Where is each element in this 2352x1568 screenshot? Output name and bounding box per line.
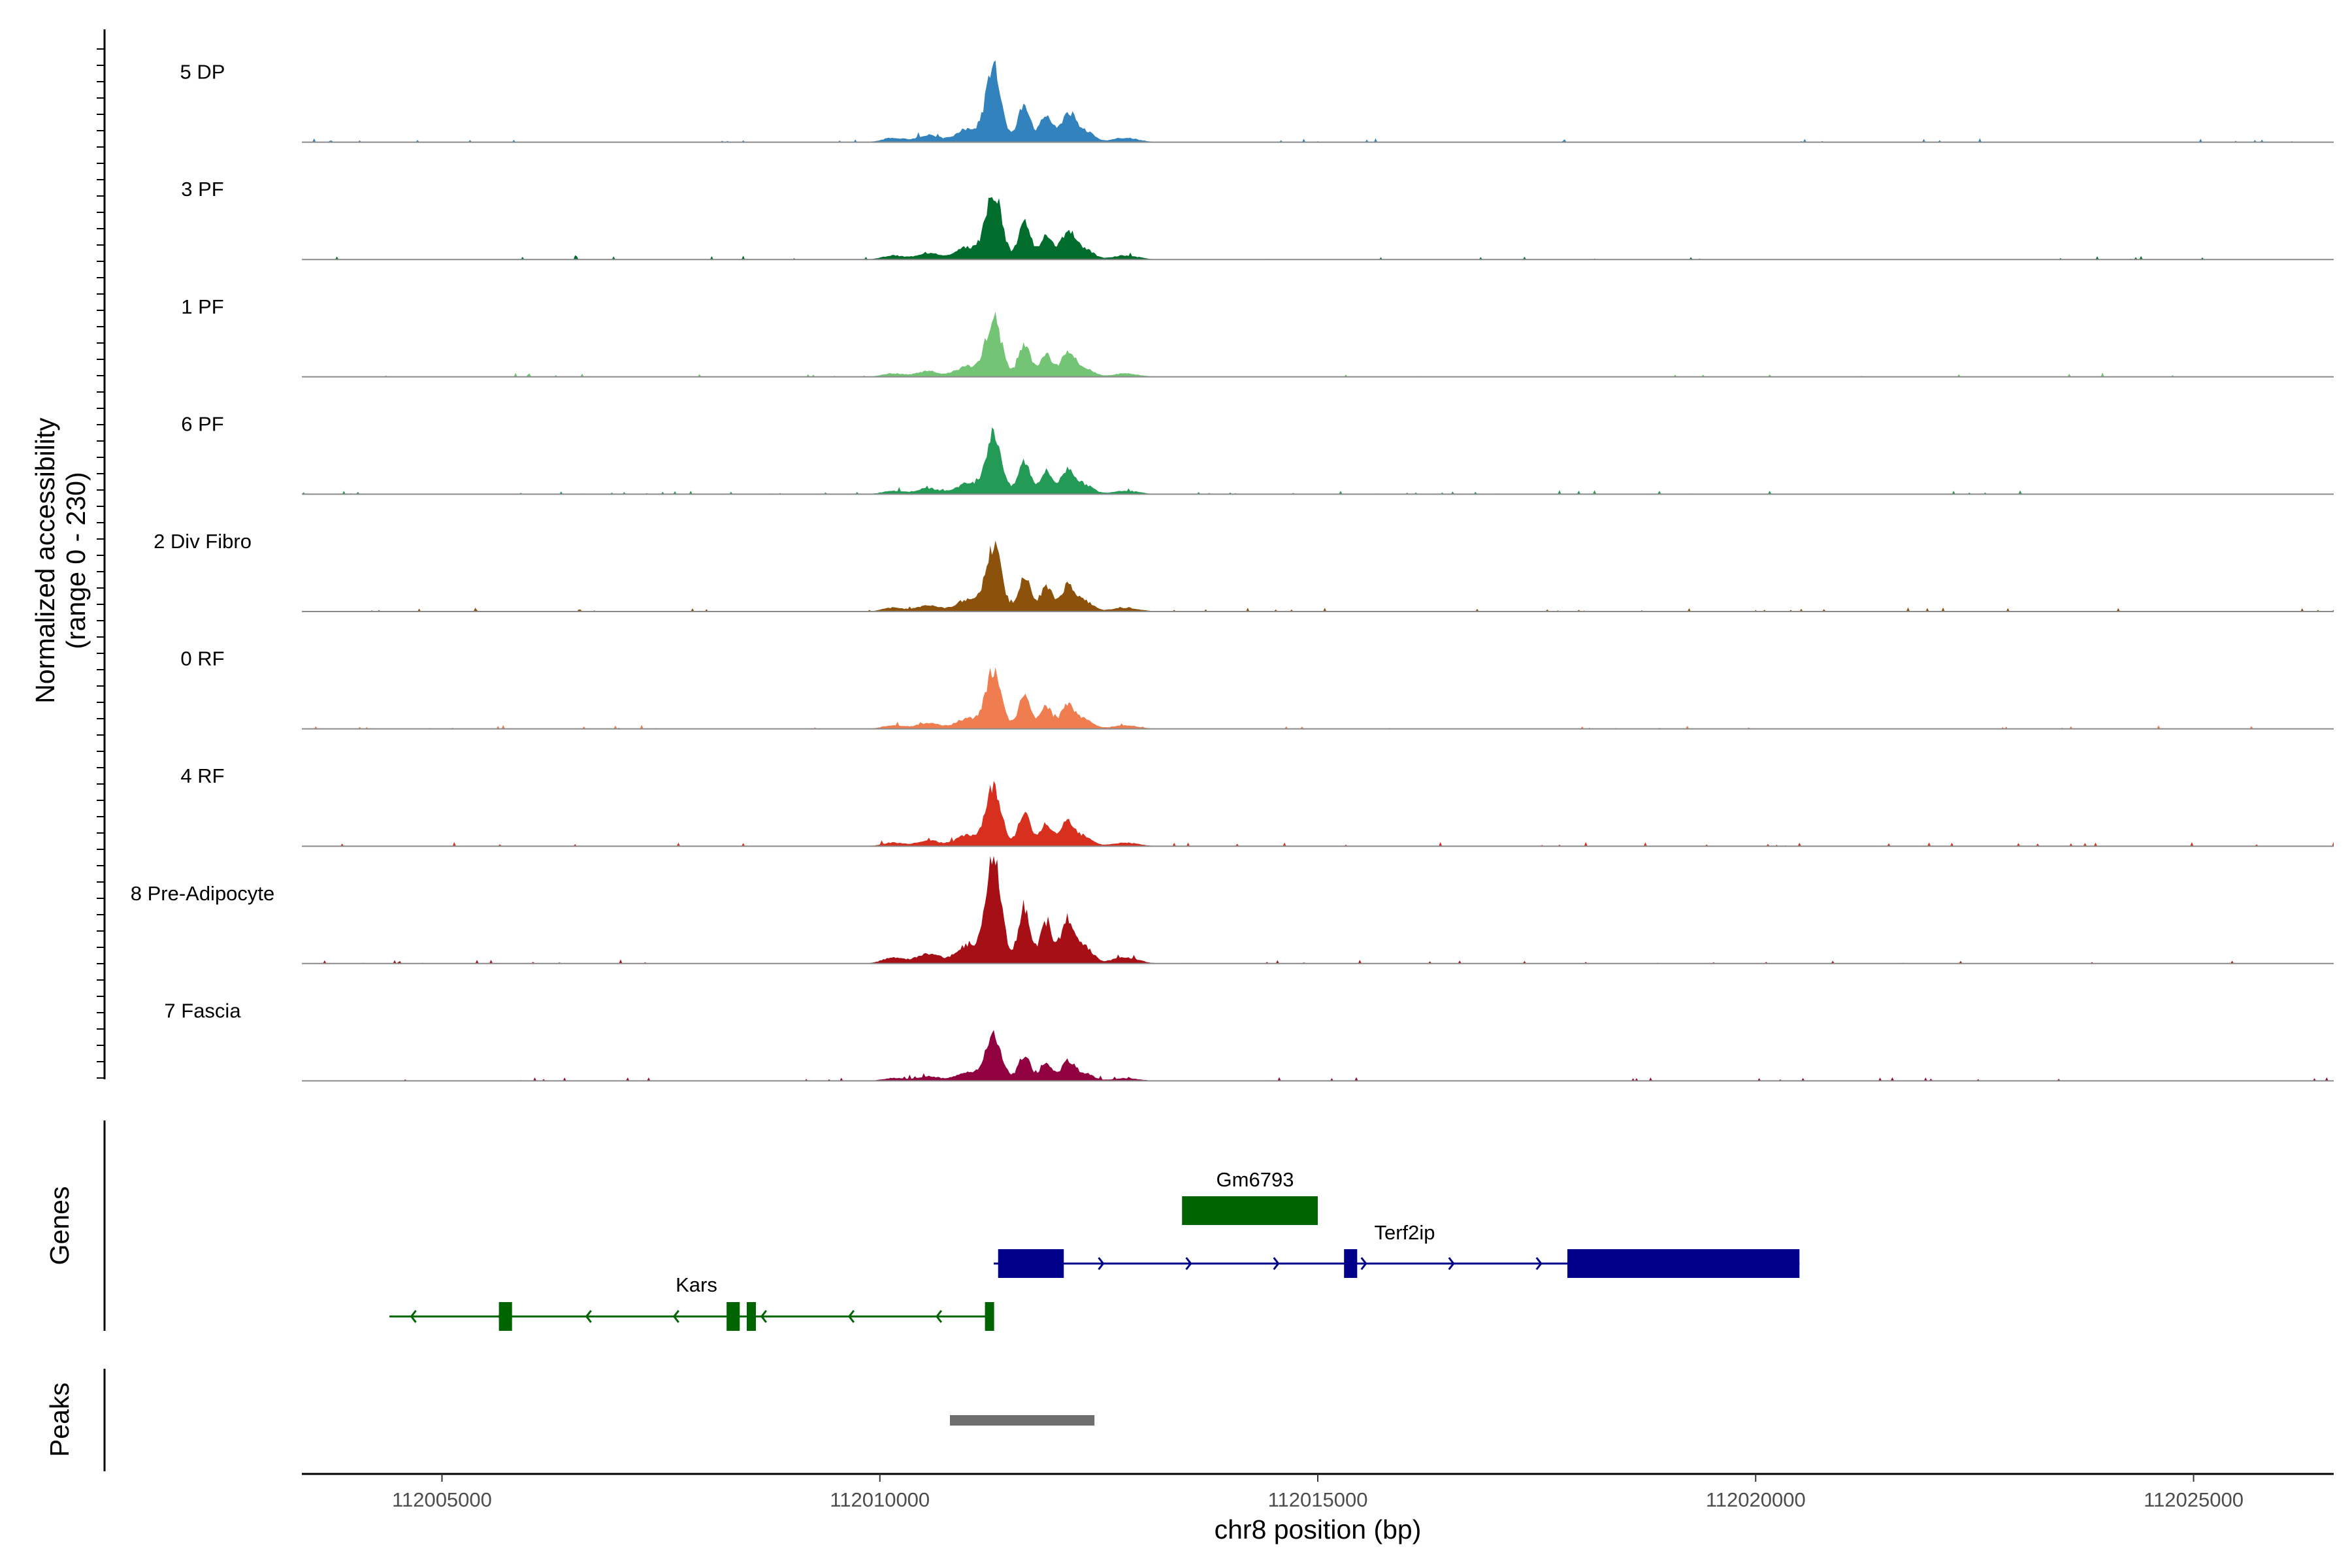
x-axis-ticks: 112005000 112010000 112015000 112020000 1120… (392, 1474, 2244, 1511)
gene-exon (1344, 1249, 1358, 1278)
strand-arrow (1448, 1257, 1455, 1270)
coverage-area (302, 781, 2334, 847)
x-tick-label: 112010000 (830, 1488, 930, 1511)
gene-exon (985, 1302, 994, 1331)
coverage-area (302, 60, 2334, 142)
gene-label: Kars (676, 1273, 717, 1296)
strand-arrow (585, 1310, 592, 1323)
strand-arrow (1098, 1257, 1105, 1270)
track-6-pf: 6 PF (181, 412, 2334, 495)
track-2-div-fibro: 2 Div Fibro (154, 530, 2334, 612)
track-8-pre-adipocyte: 8 Pre-Adipocyte (131, 856, 2334, 964)
gene-exon (498, 1302, 512, 1331)
gene-exon (746, 1302, 756, 1331)
x-tick-label: 112020000 (1706, 1488, 1806, 1511)
strand-arrow (760, 1310, 767, 1323)
coverage-tracks: 5 DP 3 PF 1 PF 6 PF 2 Div Fibro 0 RF 4 RF 8 Pre… (131, 60, 2334, 1082)
track-5-dp: 5 DP (180, 60, 2334, 143)
gene-kars: Kars (389, 1273, 994, 1331)
gene-exon (998, 1249, 1064, 1278)
track-label: 8 Pre-Adipocyte (131, 882, 275, 905)
gene-annotations: Gm6793 Terf2ip Kars (389, 1168, 1800, 1331)
x-tick-label: 112025000 (2144, 1488, 2244, 1511)
track-label: 3 PF (181, 178, 223, 201)
gene-terf2ip: Terf2ip (994, 1221, 1800, 1278)
track-label: 0 RF (180, 647, 224, 670)
strand-arrow (1535, 1257, 1543, 1270)
track-label: 4 RF (180, 764, 224, 787)
strand-arrow (672, 1310, 679, 1323)
coverage-area (302, 427, 2334, 495)
track-1-pf: 1 PF (181, 295, 2334, 378)
gene-exon (727, 1302, 740, 1331)
track-7-fascia: 7 Fascia (164, 999, 2334, 1082)
gene-exon (1182, 1196, 1318, 1225)
coverage-area (302, 856, 2334, 964)
track-label: 1 PF (181, 295, 223, 318)
track-0-rf: 0 RF (180, 647, 2334, 730)
peak-regions (949, 1415, 1095, 1426)
coverage-area (302, 667, 2334, 729)
strand-arrow (1360, 1257, 1367, 1270)
x-axis-title: chr8 position (bp) (1215, 1514, 1422, 1544)
strand-arrow (935, 1310, 943, 1323)
y-axis-title-line-1: Normalized accessibility (30, 417, 60, 704)
coverage-area (302, 311, 2334, 377)
gene-label: Gm6793 (1217, 1168, 1294, 1191)
x-tick-label: 112015000 (1268, 1488, 1368, 1511)
gene-label: Terf2ip (1374, 1221, 1435, 1244)
strand-arrow (410, 1310, 417, 1323)
track-label: 5 DP (180, 61, 225, 84)
coverage-area (302, 540, 2334, 612)
coverage-area (302, 1030, 2334, 1081)
x-tick-label: 112005000 (392, 1488, 492, 1511)
track-3-pf: 3 PF (181, 178, 2334, 261)
strand-arrow (1185, 1257, 1192, 1270)
y-axis-title-line-2: (range 0 - 230) (61, 472, 91, 649)
peak-region (949, 1415, 1095, 1426)
track-label: 2 Div Fibro (154, 530, 252, 553)
genes-track-label: Genes (44, 1186, 74, 1266)
track-label: 6 PF (181, 412, 223, 435)
peaks-track-label: Peaks (44, 1382, 74, 1457)
gene-gm6793: Gm6793 (1182, 1168, 1318, 1225)
strand-arrow (1273, 1257, 1280, 1270)
gene-exon (1567, 1249, 1800, 1278)
strand-arrow (847, 1310, 855, 1323)
coverage-area (302, 197, 2334, 260)
track-label: 7 Fascia (164, 999, 241, 1022)
track-4-rf: 4 RF (180, 764, 2334, 847)
coverage-y-ticks (97, 48, 105, 1079)
